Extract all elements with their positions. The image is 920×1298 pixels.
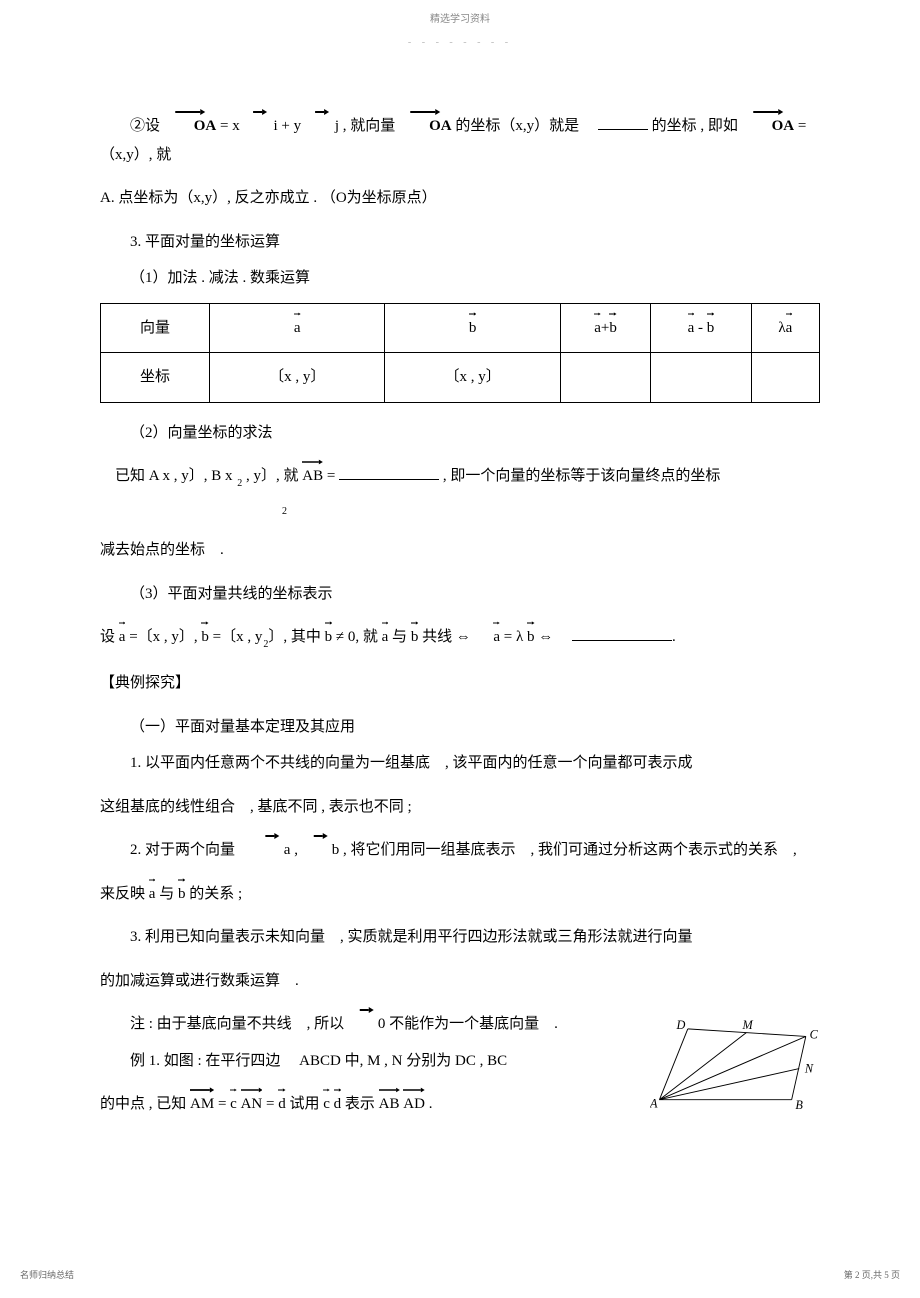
vector-c: c (230, 1097, 237, 1112)
section-yi-heading: （一）平面对量基本定理及其应用 (100, 713, 820, 742)
cell-r2c4 (560, 353, 650, 403)
vector-a-table-6: a (786, 321, 793, 336)
vector-OA-2: OA (399, 119, 452, 134)
paragraph-1: ②设 OA = x i + y j , 就向量 OA 的坐标（x,y）就是 的坐… (100, 112, 820, 169)
circled-two: ②设 (130, 118, 160, 134)
vector-a-table-4: a (594, 321, 601, 336)
svg-text:B: B (795, 1098, 803, 1112)
vector-a-3b: a (382, 630, 389, 645)
blank-2 (339, 464, 439, 480)
cell-r1c3: b (385, 303, 560, 353)
vector-i: i (243, 119, 277, 134)
svg-text:M: M (742, 1018, 754, 1032)
cell-r2c1: 坐标 (101, 353, 210, 403)
vector-AN: AN (241, 1097, 263, 1112)
vector-OA-1: OA (164, 119, 217, 134)
blank-3 (572, 625, 672, 641)
svg-text:N: N (804, 1061, 814, 1075)
dianli-heading: 【典例探究】 (100, 669, 820, 698)
vector-a-p2b: a (149, 887, 156, 902)
vector-a-p2: a (254, 843, 291, 858)
sec3-2-line2: 减去始点的坐标 . (100, 536, 820, 565)
p1b: 这组基底的线性组合 , 基底不同 , 表示也不同 ; (100, 793, 820, 822)
sec3-3-line: 设 a =〔x , y〕, b =〔x , y2〕, 其中 b ≠ 0, 就 a… (100, 623, 820, 654)
table-row: 坐标 〔x , y〕 〔x , y〕 (101, 353, 820, 403)
vector-d: d (278, 1097, 286, 1112)
cell-r1c4: a+b (560, 303, 650, 353)
top-header: 精选学习资料 (100, 10, 820, 29)
heading-3-3: （3）平面对量共线的坐标表示 (100, 580, 820, 609)
table-row: 向量 a b a+b a - b λa (101, 303, 820, 353)
vector-a-3c: a (493, 630, 500, 645)
vector-a-table-5: a (688, 321, 695, 336)
cell-r1c6: λa (751, 303, 819, 353)
cell-r2c6 (751, 353, 819, 403)
cell-r1c5: a - b (651, 303, 752, 353)
sec3-2-line1: 已知 A x , y〕, B x 2 , y〕, 就 AB = , 即一个向量的… (100, 462, 820, 493)
operations-table: 向量 a b a+b a - b λa 坐标 〔x , y〕 〔x , y〕 (100, 303, 820, 403)
svg-text:C: C (810, 1027, 819, 1041)
vector-a: a (294, 321, 301, 336)
vector-b-table-5: b (707, 321, 715, 336)
vector-b-3b: b (325, 630, 333, 645)
heading-3-1: （1）加法 . 减法 . 数乘运算 (100, 264, 820, 293)
heading-3-2: （2）向量坐标的求法 (100, 419, 820, 448)
heading-3: 3. 平面对量的坐标运算 (100, 228, 820, 257)
vector-j: j (305, 119, 339, 134)
svg-text:A: A (650, 1096, 658, 1110)
vector-b-3: b (201, 630, 209, 645)
vector-AB: AB (302, 469, 323, 484)
p1: 1. 以平面内任意两个不共线的向量为一组基底 , 该平面内的任意一个向量都可表示… (100, 749, 820, 778)
vector-b-p2b: b (178, 887, 186, 902)
vector-c2: c (323, 1097, 330, 1112)
cell-r1c1: 向量 (101, 303, 210, 353)
paragraph-2: A. 点坐标为（x,y）, 反之亦成立 . （O为坐标原点） (100, 184, 820, 213)
vector-OA-3: OA (742, 119, 795, 134)
vector-AD-ex: AD (403, 1097, 425, 1112)
p3: 3. 利用已知向量表示未知向量 , 实质就是利用平行四边形法就或三角形法就进行向… (100, 923, 820, 952)
svg-text:D: D (675, 1018, 685, 1032)
vector-b-3c: b (411, 630, 419, 645)
footer-left: 名师归纳总结 (20, 1267, 74, 1284)
vector-a-3: a (119, 630, 126, 645)
cell-r2c3: 〔x , y〕 (385, 353, 560, 403)
vector-b-3d: b (527, 630, 535, 645)
p2b: 来反映 a 与 b 的关系 ; (100, 880, 820, 909)
vector-b: b (469, 321, 477, 336)
footer-right: 第 2 页,共 5 页 (844, 1267, 900, 1284)
cell-r2c5 (651, 353, 752, 403)
vector-zero: 0 (348, 1017, 386, 1032)
vector-AB-ex: AB (379, 1097, 400, 1112)
vector-b-table-4: b (609, 321, 617, 336)
vector-b-p2: b (302, 843, 340, 858)
page-footer: 名师归纳总结 第 2 页,共 5 页 (20, 1267, 900, 1284)
parallelogram-diagram: A B C D M N (650, 1010, 820, 1120)
vector-AM: AM (190, 1097, 214, 1112)
subscript-line: 2 (282, 502, 820, 521)
blank-1 (598, 114, 648, 130)
p2: 2. 对于两个向量 a , b , 将它们用同一组基底表示 , 我们可通过分析这… (100, 836, 820, 865)
cell-r1c2: a (209, 303, 384, 353)
top-dashes: - - - - - - - - (100, 33, 820, 52)
p3b: 的加减运算或进行数乘运算 . (100, 967, 820, 996)
cell-r2c2: 〔x , y〕 (209, 353, 384, 403)
vector-d2: d (334, 1097, 342, 1112)
